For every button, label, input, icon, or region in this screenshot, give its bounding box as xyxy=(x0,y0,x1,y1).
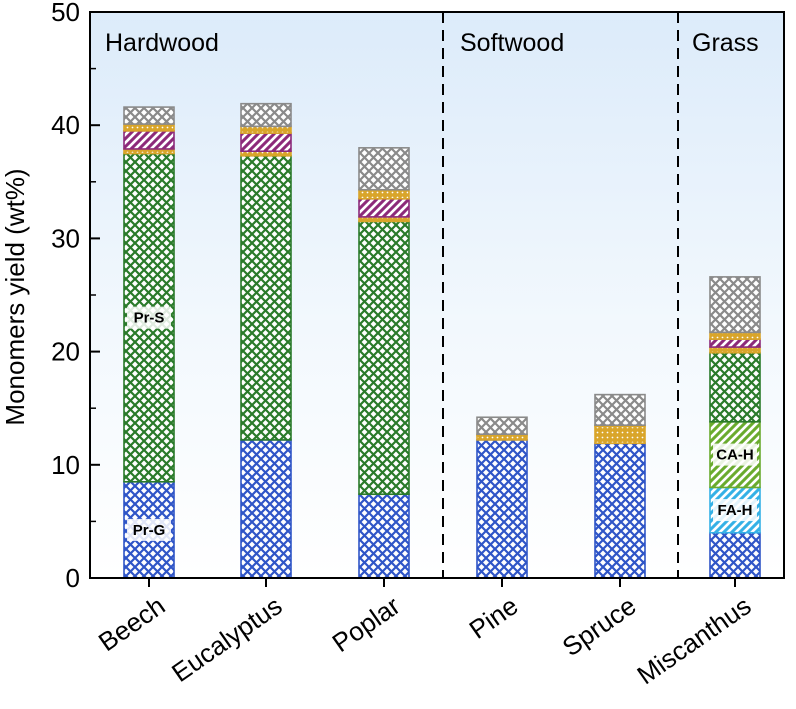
group-labels: Hardwood Softwood Grass xyxy=(105,29,759,57)
group-label-hardwood: Hardwood xyxy=(105,29,219,57)
group-dividers xyxy=(442,12,679,578)
x-tick-label-miscanthus: Miscanthus xyxy=(632,590,757,690)
bar-segment-poplar-prg xyxy=(358,493,410,579)
segment-label-bg-prs xyxy=(127,306,171,329)
bar-segment-poplar-s7 xyxy=(358,147,410,191)
bars-layer xyxy=(123,102,761,579)
group-label-softwood: Softwood xyxy=(460,29,564,57)
x-tick-label-poplar: Poplar xyxy=(327,590,406,658)
bar-segment-beech-s7 xyxy=(123,106,175,125)
bar-segment-poplar-s6 xyxy=(358,188,410,200)
y-tick-label-30: 30 xyxy=(51,223,80,253)
y-axis-title: Monomers yield (wt%) xyxy=(0,168,30,425)
segment-label-fah: FA-H xyxy=(718,502,753,519)
bar-segment-spruce-s4 xyxy=(594,425,646,445)
bar-segment-miscanthus-s4 xyxy=(709,346,761,354)
x-tick-label-spruce: Spruce xyxy=(557,590,642,662)
y-tick-label-40: 40 xyxy=(51,110,80,140)
bar-segment-eucalyptus-prg xyxy=(240,439,292,579)
plot-background xyxy=(90,12,784,578)
bar-segment-eucalyptus-prs xyxy=(240,154,292,441)
bar-segment-pine-s7 xyxy=(476,416,528,436)
x-tick-label-beech: Beech xyxy=(93,590,171,657)
segment-label-prs: Pr-S xyxy=(134,310,165,327)
segment-label-bg-prg xyxy=(127,518,171,541)
y-tick-label-50: 50 xyxy=(51,0,80,27)
bar-segment-miscanthus-prg xyxy=(709,531,761,579)
bar-segment-poplar-prs xyxy=(358,220,410,496)
bar-segment-poplar-s5 xyxy=(358,197,410,218)
group-label-grass: Grass xyxy=(692,29,759,57)
x-tick-label-pine: Pine xyxy=(464,590,524,644)
bar-segment-miscanthus-s6 xyxy=(709,331,761,340)
segment-label-bg-cah xyxy=(713,443,757,466)
bar-segment-beech-s5 xyxy=(123,130,175,150)
y-tick-label-10: 10 xyxy=(51,450,80,480)
x-tick-label-eucalyptus: Eucalyptus xyxy=(166,590,287,688)
y-tick-label-0: 0 xyxy=(66,563,80,593)
bar-segment-eucalyptus-s5 xyxy=(240,132,292,153)
segment-label-prg: Pr-G xyxy=(133,522,166,539)
bar-segment-eucalyptus-s7 xyxy=(240,102,292,128)
segment-label-bg-fah xyxy=(713,499,757,522)
y-tick-label-20: 20 xyxy=(51,337,80,367)
bar-segment-pine-prg xyxy=(476,439,528,579)
segment-label-cah: CA-H xyxy=(716,447,754,464)
bar-segment-beech-s6 xyxy=(123,123,175,132)
bar-segment-spruce-s7 xyxy=(594,393,646,426)
y-axis: 0 10 20 30 40 50 xyxy=(51,0,100,593)
bar-segment-miscanthus-s7 xyxy=(709,276,761,334)
bar-segment-eucalyptus-s6 xyxy=(240,125,292,134)
segment-labels: Pr-G Pr-S FA-H CA-H xyxy=(127,306,757,541)
bar-segment-miscanthus-s5 xyxy=(709,338,761,348)
bar-segment-spruce-prg xyxy=(594,442,646,579)
bar-segment-miscanthus-prs xyxy=(709,351,761,423)
